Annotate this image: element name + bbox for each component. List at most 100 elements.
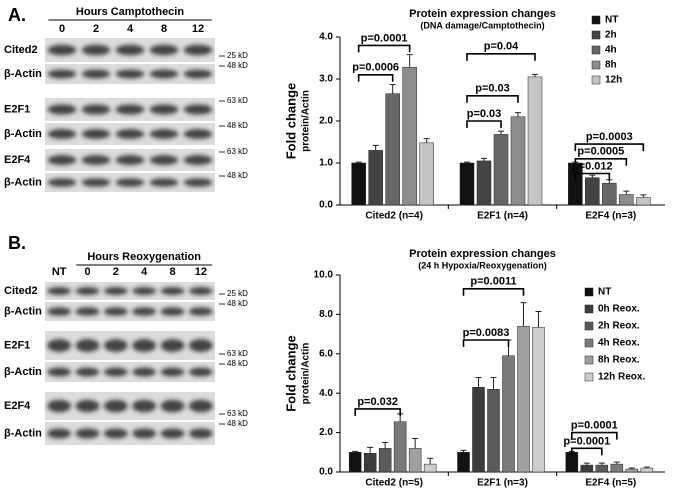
legend-label: 12h Reox. [598, 372, 645, 383]
blot-band [183, 44, 213, 56]
blot-band [115, 129, 145, 139]
blot-band [132, 339, 157, 352]
panel-label: B. [8, 233, 26, 253]
error-bar [583, 462, 590, 466]
p-value: p=0.03 [467, 108, 502, 120]
blot-strip [45, 392, 215, 420]
chart-title: Protein expression changes [409, 8, 556, 20]
blot-band [132, 307, 157, 316]
blot-band [149, 155, 179, 165]
legend-swatch [584, 372, 594, 382]
y-tick-label: 4.0 [319, 32, 333, 43]
blot-band [132, 399, 157, 413]
error-bar [535, 310, 542, 328]
p-value: p=0.0006 [352, 62, 399, 74]
error-bar [355, 161, 362, 163]
x-tick-label: Cited2 (n=4) [365, 211, 423, 222]
bar [378, 448, 392, 473]
blot-band [188, 428, 213, 439]
y-tick-label: 4.0 [319, 388, 333, 399]
y-axis-label: Fold change [283, 83, 298, 160]
p-value: p=0.032 [357, 396, 398, 408]
blot-strip [45, 362, 215, 382]
size-marker: 63 kD [227, 96, 248, 105]
blot-band [115, 44, 145, 56]
legend-label: NT [598, 287, 611, 298]
size-marker: 25 kD [227, 289, 248, 298]
blot-band [132, 428, 157, 439]
p-value: p=0.0083 [463, 327, 510, 339]
significance-bracket [466, 120, 502, 128]
blot-band [47, 428, 72, 439]
error-bar [598, 462, 605, 466]
bar [517, 325, 530, 473]
y-tick-label: 8.0 [319, 309, 333, 320]
error-bar [372, 144, 379, 151]
significance-bracket [466, 95, 519, 103]
blot-strip [45, 282, 215, 300]
size-marker: 48 kD [227, 121, 248, 130]
lane-label: 0 [84, 266, 90, 278]
lane-label: 0 [59, 23, 65, 35]
legend-label: 2h Reox. [598, 321, 640, 332]
p-value: p=0.03 [475, 83, 510, 95]
legend-label: 8h [605, 60, 617, 71]
error-bar [423, 138, 430, 143]
blot-band [47, 307, 72, 316]
legend-label: 12h [605, 75, 622, 86]
p-value: p=0.0001 [571, 420, 618, 432]
x-tick-label: Cited2 (n=5) [365, 478, 423, 489]
blot-band [132, 287, 157, 295]
row-label: β-Actin [4, 427, 42, 439]
blot-band [149, 44, 179, 56]
blot-band [188, 399, 213, 413]
bar [459, 162, 475, 206]
significance-bracket [357, 44, 411, 53]
bar [595, 464, 609, 473]
bar [619, 194, 634, 206]
blot-band [47, 367, 72, 377]
blot-strip [45, 302, 215, 321]
error-bar [464, 161, 470, 163]
blot-band [75, 399, 100, 413]
blot-band [160, 307, 185, 316]
blot-band [103, 428, 128, 439]
bar [385, 93, 400, 206]
blot-band [115, 178, 145, 187]
size-marker: 25 kD [227, 51, 248, 60]
lane-label: 8 [169, 266, 175, 278]
error-bar [367, 446, 374, 454]
blot-band [81, 69, 111, 79]
row-label: β-Actin [4, 366, 42, 378]
bar [457, 452, 470, 473]
bar [419, 142, 434, 206]
blot-band [183, 69, 213, 79]
x-tick-label: E2F1 (n=3) [477, 478, 528, 489]
legend-label: 4h [605, 45, 617, 56]
bar [636, 197, 651, 206]
error-bar [460, 449, 467, 453]
legend-label: 4h Reox. [598, 338, 640, 349]
legend-swatch [591, 15, 601, 25]
bar [351, 162, 366, 206]
blot-band [115, 155, 145, 165]
size-marker: 63 kD [227, 147, 248, 156]
x-tick-label: E2F4 (n=5) [585, 478, 636, 489]
row-label: E2F1 [4, 339, 30, 351]
legend-swatch [591, 30, 601, 40]
size-marker: 48 kD [227, 419, 248, 428]
error-bar [515, 112, 521, 117]
legend-swatch [584, 321, 594, 331]
bar [532, 326, 545, 473]
blot-band [103, 399, 128, 413]
blot-band [183, 129, 213, 139]
blot-band [160, 367, 185, 377]
significance-bracket [357, 74, 394, 82]
blot-band [188, 307, 213, 316]
lane-label: 2 [113, 266, 119, 278]
row-label: E2F4 [4, 400, 31, 412]
blot-band [183, 178, 213, 187]
y-tick-label: 2.0 [319, 116, 333, 127]
legend-swatch [584, 355, 594, 365]
lane-label: 12 [192, 23, 204, 35]
